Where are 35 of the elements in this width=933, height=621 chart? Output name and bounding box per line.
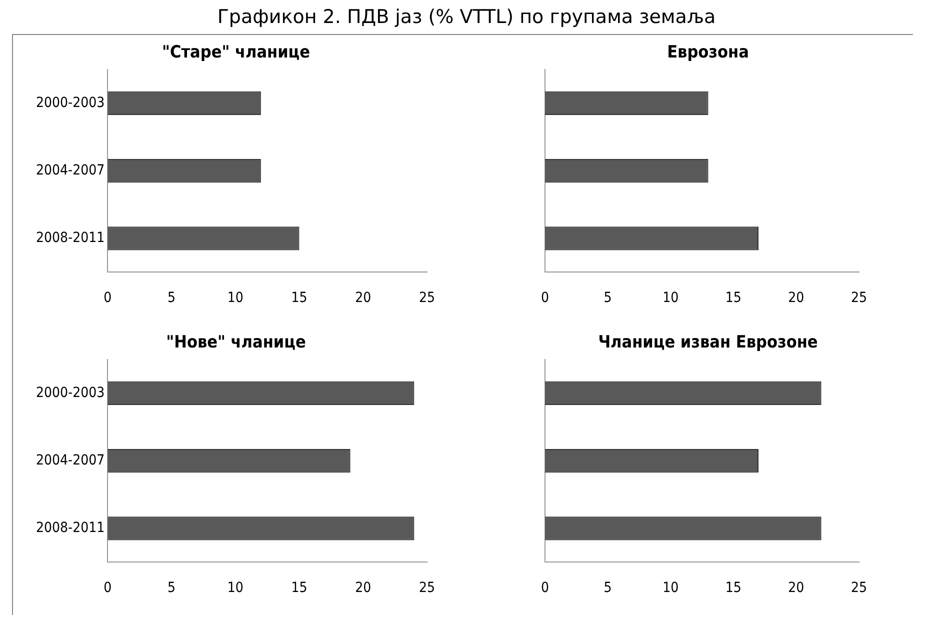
x-tick-label: 10 xyxy=(227,290,244,306)
chart-title: Чланице изван Еврозоне xyxy=(598,332,818,353)
text: Графикон 2. ПДВ јаз (% VTTL) по групама земаља xyxy=(216,5,717,30)
x-tick-label: 20 xyxy=(355,580,372,596)
x-tick-label: 10 xyxy=(662,290,679,306)
x-tick-label: 15 xyxy=(725,290,742,306)
x-tick-label: 25 xyxy=(418,290,436,306)
y-tick-label: 2000-2003 xyxy=(36,384,105,401)
x-tick-label: 0 xyxy=(540,580,550,596)
y-tick-label: 2000-2003 xyxy=(36,94,105,111)
x-tick-label: 10 xyxy=(227,580,244,596)
x-tick-label: 25 xyxy=(850,580,868,596)
x-tick-label: 25 xyxy=(418,580,436,596)
y-tick-label: 2004-2007 xyxy=(36,452,105,468)
y-tick-label: 2008-2011 xyxy=(36,230,105,246)
x-tick-label: 15 xyxy=(291,290,308,306)
x-tick-label: 0 xyxy=(540,290,550,306)
x-tick-label: 5 xyxy=(604,580,612,596)
x-tick-label: 0 xyxy=(104,580,112,596)
x-tick-label: 20 xyxy=(788,580,804,596)
chart-title: "Нове" чланице xyxy=(166,332,306,353)
x-tick-label: 5 xyxy=(168,290,176,306)
x-tick-label: 25 xyxy=(850,290,868,306)
y-tick-label: 2008-2011 xyxy=(36,520,105,536)
x-tick-label: 20 xyxy=(788,290,804,306)
x-tick-label: 0 xyxy=(104,290,112,306)
x-tick-label: 5 xyxy=(168,580,176,596)
x-tick-label: 10 xyxy=(662,580,679,596)
x-tick-label: 5 xyxy=(604,290,612,306)
x-tick-label: 15 xyxy=(725,580,742,596)
x-tick-label: 15 xyxy=(291,580,308,596)
chart-title: Еврозона xyxy=(667,42,749,63)
y-tick-label: 2004-2007 xyxy=(36,162,105,178)
x-tick-label: 20 xyxy=(355,290,372,306)
chart-title: "Старе" чланице xyxy=(162,42,310,63)
